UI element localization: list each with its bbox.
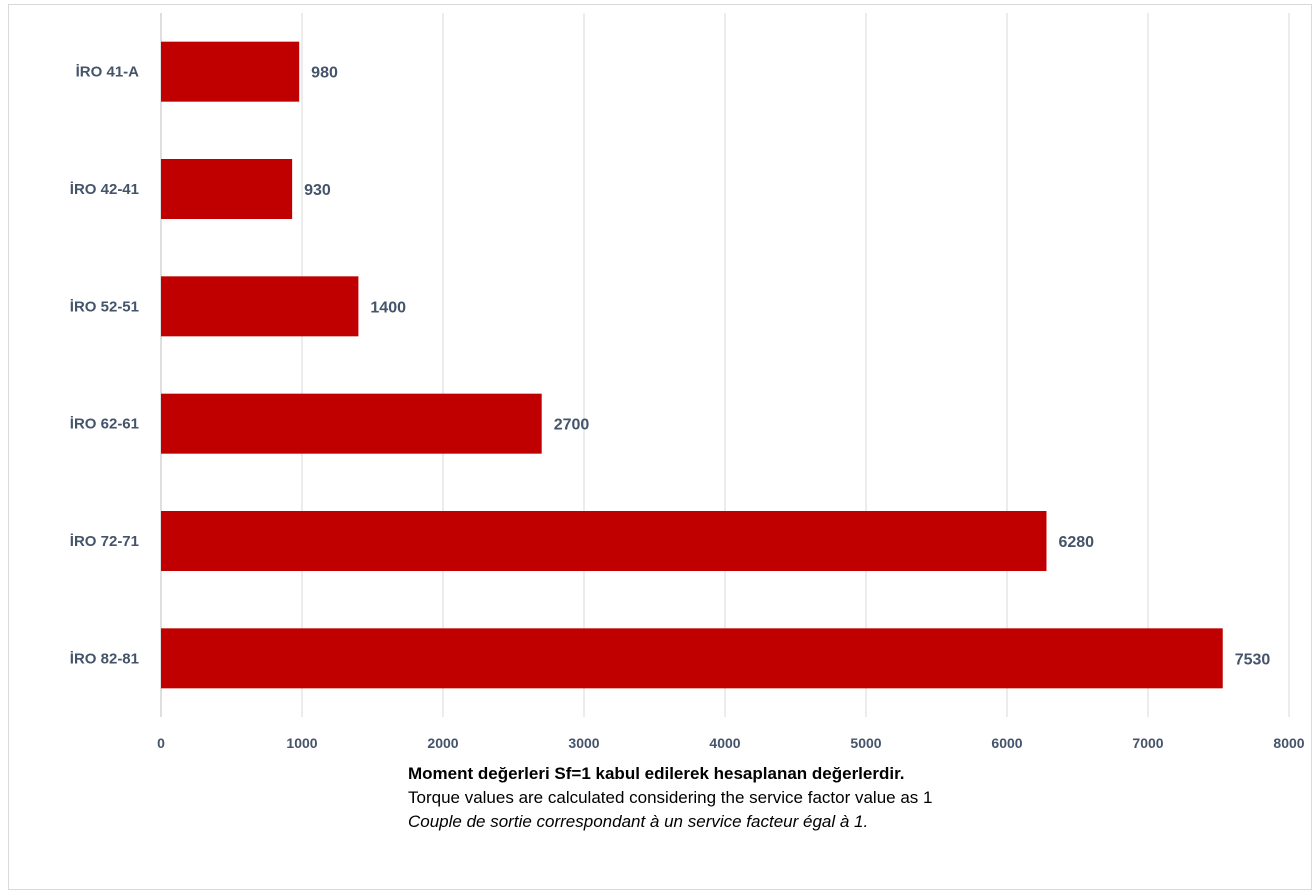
data-label: 930	[304, 182, 331, 199]
x-tick-label: 0	[157, 735, 165, 751]
bar	[161, 511, 1047, 571]
x-tick-label: 7000	[1132, 735, 1163, 751]
x-tick-label: 8000	[1273, 735, 1304, 751]
x-tick-label: 6000	[991, 735, 1022, 751]
x-tick-label: 5000	[850, 735, 881, 751]
data-label: 6280	[1058, 534, 1094, 551]
note-english: Torque values are calculated considering…	[408, 788, 933, 807]
note-french: Couple de sortie correspondant à un serv…	[408, 812, 869, 831]
bar	[161, 276, 359, 337]
bar	[161, 159, 293, 219]
data-label: 2700	[554, 417, 590, 434]
x-tick-label: 4000	[709, 735, 740, 751]
x-tick-label: 2000	[427, 735, 458, 751]
category-label: İRO 41-A	[76, 64, 140, 81]
category-label: İRO 62-61	[70, 416, 139, 433]
category-label: İRO 42-41	[70, 181, 139, 198]
bar	[161, 628, 1223, 689]
data-label: 980	[311, 65, 338, 82]
data-label: 7530	[1235, 651, 1271, 668]
category-label: İRO 82-81	[70, 650, 139, 667]
x-tick-label: 3000	[568, 735, 599, 751]
category-label: İRO 72-71	[70, 533, 139, 550]
data-label: 1400	[370, 299, 406, 316]
note-turkish: Moment değerleri Sf=1 kabul edilerek hes…	[408, 764, 905, 783]
bar	[161, 41, 300, 102]
category-label: İRO 52-51	[70, 298, 139, 315]
bar	[161, 393, 542, 454]
x-tick-label: 1000	[286, 735, 317, 751]
